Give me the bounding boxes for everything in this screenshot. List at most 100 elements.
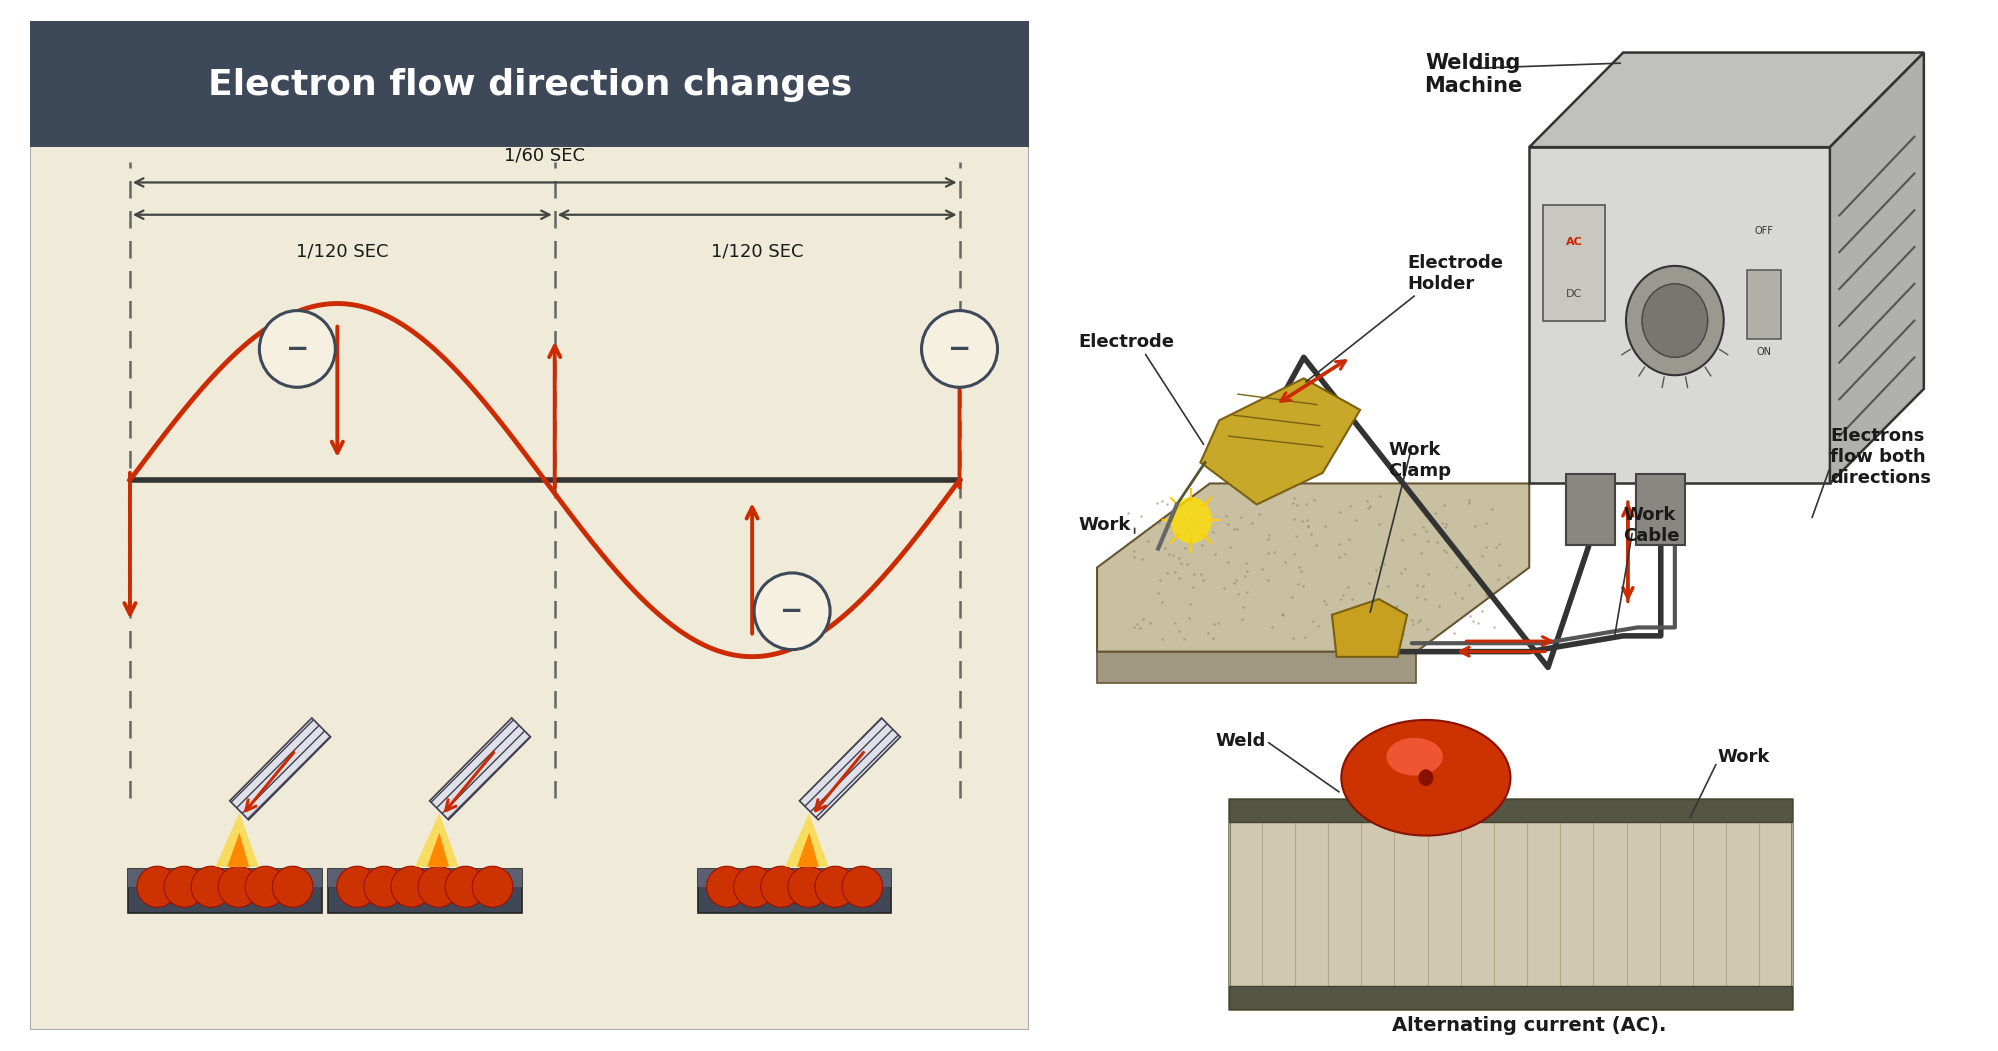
FancyBboxPatch shape <box>1746 270 1780 339</box>
Point <box>1255 618 1287 635</box>
Circle shape <box>761 866 801 907</box>
Point <box>1409 507 1441 523</box>
Point <box>1483 535 1514 552</box>
Point <box>1231 583 1263 600</box>
Point <box>1185 565 1217 582</box>
Point <box>1485 599 1516 616</box>
Point <box>1423 598 1455 615</box>
Point <box>1329 545 1361 562</box>
Polygon shape <box>216 813 258 867</box>
Point <box>1479 619 1510 636</box>
Point <box>1395 612 1427 628</box>
Point <box>1401 589 1433 605</box>
Circle shape <box>218 866 258 907</box>
Point <box>1359 562 1391 579</box>
Point <box>1287 578 1319 595</box>
Point <box>1117 542 1149 559</box>
FancyBboxPatch shape <box>128 869 322 913</box>
Point <box>1163 550 1195 566</box>
Point <box>1429 519 1461 536</box>
Point <box>1413 565 1445 582</box>
Point <box>1429 543 1461 560</box>
Point <box>1465 548 1497 564</box>
Point <box>1145 594 1177 611</box>
Circle shape <box>418 866 458 907</box>
Point <box>1379 613 1411 630</box>
Point <box>1409 523 1441 540</box>
Text: −: − <box>947 335 971 363</box>
Point <box>1225 610 1257 626</box>
Point <box>1191 624 1223 641</box>
Circle shape <box>272 866 314 907</box>
Point <box>1211 554 1243 571</box>
Point <box>1153 545 1185 562</box>
Point <box>1201 615 1233 632</box>
Text: 1/60 SEC: 1/60 SEC <box>503 146 585 164</box>
Point <box>1483 557 1514 574</box>
Text: OFF: OFF <box>1754 226 1772 236</box>
Point <box>1419 506 1451 522</box>
Polygon shape <box>230 718 330 820</box>
Point <box>1117 619 1149 636</box>
Point <box>1175 524 1207 541</box>
Point <box>1177 579 1209 596</box>
Point <box>1363 488 1395 504</box>
Point <box>1323 503 1355 520</box>
Point <box>1279 528 1311 544</box>
Point <box>1357 603 1389 620</box>
Point <box>1289 630 1321 646</box>
Point <box>1177 565 1209 582</box>
Point <box>1265 606 1297 623</box>
FancyBboxPatch shape <box>1542 205 1604 321</box>
Point <box>1469 586 1500 603</box>
FancyBboxPatch shape <box>697 869 891 887</box>
Point <box>1231 562 1263 579</box>
Point <box>1159 615 1191 632</box>
Point <box>1477 500 1508 517</box>
Point <box>1221 585 1253 602</box>
FancyBboxPatch shape <box>1564 474 1614 545</box>
Circle shape <box>841 866 883 907</box>
Point <box>1437 625 1469 642</box>
Point <box>1351 493 1383 510</box>
FancyBboxPatch shape <box>1636 474 1684 545</box>
Point <box>1455 607 1487 624</box>
Point <box>1297 492 1329 509</box>
Circle shape <box>787 866 827 907</box>
Point <box>1459 518 1491 535</box>
Point <box>1197 524 1229 541</box>
Point <box>1151 496 1183 513</box>
Point <box>1327 617 1359 634</box>
Polygon shape <box>1528 53 1922 147</box>
Point <box>1131 533 1163 550</box>
Point <box>1407 518 1439 535</box>
Point <box>1387 532 1419 549</box>
Point <box>1327 588 1359 604</box>
Point <box>1411 620 1443 637</box>
Point <box>1323 549 1355 565</box>
Point <box>1363 515 1395 532</box>
Circle shape <box>733 866 773 907</box>
FancyBboxPatch shape <box>328 869 521 913</box>
Point <box>1163 623 1195 640</box>
Point <box>1157 547 1189 563</box>
Circle shape <box>164 866 204 907</box>
Point <box>1411 508 1443 524</box>
Point <box>1353 574 1385 591</box>
Point <box>1207 579 1239 596</box>
Point <box>1117 549 1149 565</box>
Point <box>1401 577 1433 594</box>
Point <box>1439 584 1471 601</box>
Point <box>1409 591 1441 607</box>
Text: Welding
Machine: Welding Machine <box>1423 53 1520 96</box>
Point <box>1269 554 1301 571</box>
Point <box>1291 512 1323 529</box>
Polygon shape <box>1199 378 1359 504</box>
Point <box>1325 591 1357 607</box>
Point <box>1297 613 1329 630</box>
Point <box>1221 520 1253 537</box>
Point <box>1339 511 1371 528</box>
Point <box>1367 612 1399 628</box>
Point <box>1149 539 1181 556</box>
Text: Work
Cable: Work Cable <box>1622 507 1678 544</box>
